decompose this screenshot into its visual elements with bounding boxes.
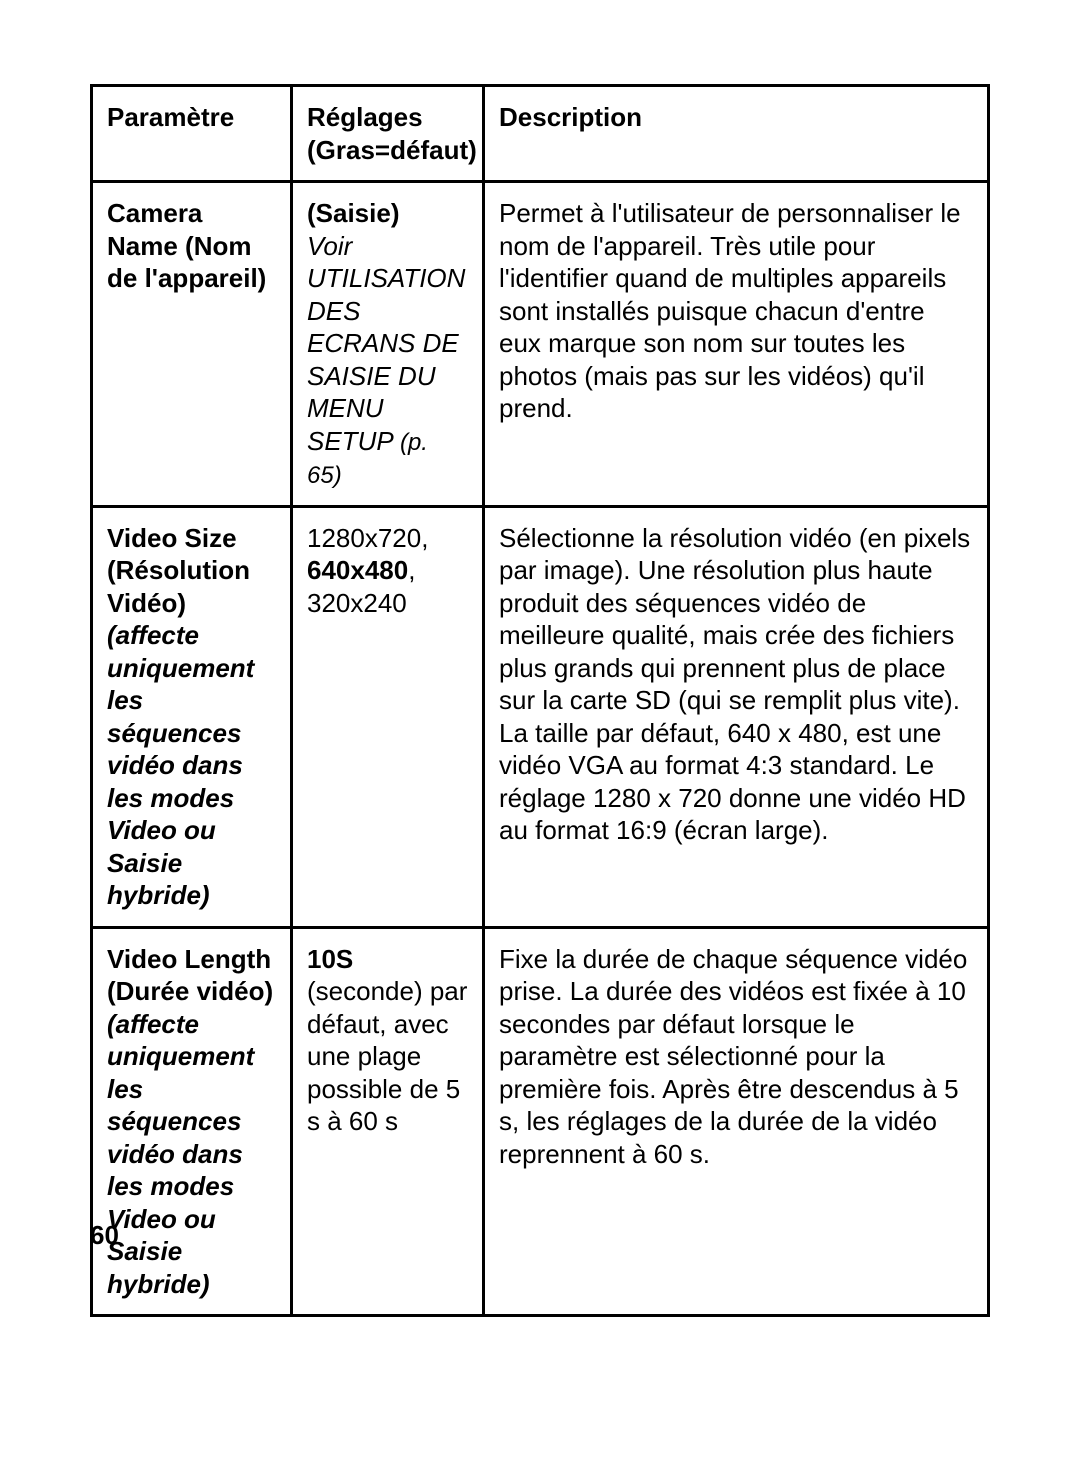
- header-reglages-label: Réglages: [307, 102, 423, 132]
- reglage-sep: ,: [408, 555, 415, 585]
- table-row: Video Size (Résolution Vidéo) (affecte u…: [92, 506, 989, 927]
- header-parametre: Paramètre: [92, 86, 292, 182]
- desc-video-length: Fixe la durée de chaque séquence vidéo p…: [484, 927, 989, 1316]
- param-label-note: (affecte uniquement les séquences vidéo …: [107, 1009, 254, 1299]
- header-reglages: Réglages (Gras=défaut): [292, 86, 484, 182]
- reglage-note: Voir UTILISATION DES ECRANS DE SAISIE DU…: [307, 231, 465, 456]
- param-label: Video Length (Durée vidéo): [107, 944, 273, 1007]
- param-label: Camera Name (Nom de l'appareil): [107, 198, 266, 293]
- reglage-default: 640x480: [307, 555, 408, 585]
- header-description: Description: [484, 86, 989, 182]
- reglage-video-length: 10S (seconde) par défaut, avec une plage…: [292, 927, 484, 1316]
- parameters-table: Paramètre Réglages (Gras=défaut) Descrip…: [90, 84, 990, 1317]
- table-row: Video Length (Durée vidéo) (affecte uniq…: [92, 927, 989, 1316]
- reglage-video-size: 1280x720, 640x480, 320x240: [292, 506, 484, 927]
- desc-video-size: Sélectionne la résolution vidéo (en pixe…: [484, 506, 989, 927]
- reglage-option: 320x240: [307, 588, 407, 618]
- reglage-camera-name: (Saisie) Voir UTILISATION DES ECRANS DE …: [292, 182, 484, 507]
- page: Paramètre Réglages (Gras=défaut) Descrip…: [0, 0, 1080, 1481]
- table-header-row: Paramètre Réglages (Gras=défaut) Descrip…: [92, 86, 989, 182]
- table-row: Camera Name (Nom de l'appareil) (Saisie)…: [92, 182, 989, 507]
- param-video-size: Video Size (Résolution Vidéo) (affecte u…: [92, 506, 292, 927]
- param-camera-name: Camera Name (Nom de l'appareil): [92, 182, 292, 507]
- reglage-default: (Saisie): [307, 198, 400, 228]
- header-reglages-sub: (Gras=défaut): [307, 135, 477, 165]
- param-label-note: (affecte uniquement les séquences vidéo …: [107, 620, 254, 910]
- param-video-length: Video Length (Durée vidéo) (affecte uniq…: [92, 927, 292, 1316]
- reglage-option: 1280x720,: [307, 523, 428, 553]
- page-number: 60: [90, 1220, 119, 1251]
- desc-camera-name: Permet à l'utilisateur de personnaliser …: [484, 182, 989, 507]
- reglage-tail: (seconde) par défaut, avec une plage pos…: [307, 976, 467, 1136]
- param-label: Video Size (Résolution Vidéo): [107, 523, 250, 618]
- reglage-default: 10S: [307, 944, 353, 974]
